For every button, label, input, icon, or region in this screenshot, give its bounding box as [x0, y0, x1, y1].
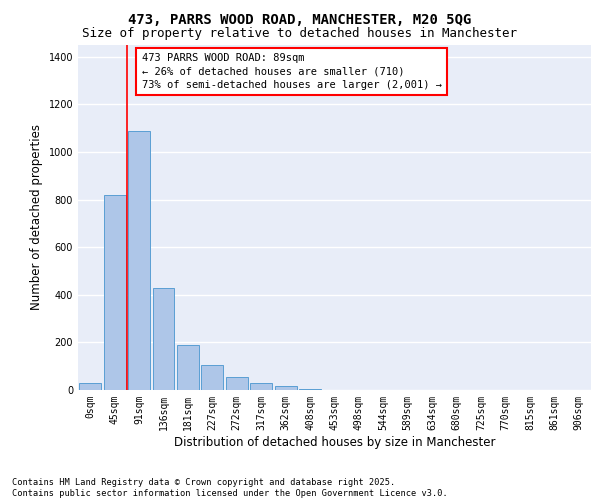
Y-axis label: Number of detached properties: Number of detached properties	[30, 124, 43, 310]
X-axis label: Distribution of detached houses by size in Manchester: Distribution of detached houses by size …	[174, 436, 495, 448]
Text: 473, PARRS WOOD ROAD, MANCHESTER, M20 5QG: 473, PARRS WOOD ROAD, MANCHESTER, M20 5Q…	[128, 12, 472, 26]
Bar	[104, 195, 125, 390]
Bar	[177, 345, 199, 390]
Bar	[79, 383, 101, 390]
Text: 473 PARRS WOOD ROAD: 89sqm
← 26% of detached houses are smaller (710)
73% of sem: 473 PARRS WOOD ROAD: 89sqm ← 26% of deta…	[142, 54, 442, 90]
Bar	[128, 130, 150, 390]
Bar	[275, 386, 296, 390]
Bar	[299, 389, 321, 390]
Bar	[152, 288, 175, 390]
Bar	[250, 383, 272, 390]
Bar	[202, 365, 223, 390]
Text: Size of property relative to detached houses in Manchester: Size of property relative to detached ho…	[83, 28, 517, 40]
Bar	[226, 377, 248, 390]
Text: Contains HM Land Registry data © Crown copyright and database right 2025.
Contai: Contains HM Land Registry data © Crown c…	[12, 478, 448, 498]
